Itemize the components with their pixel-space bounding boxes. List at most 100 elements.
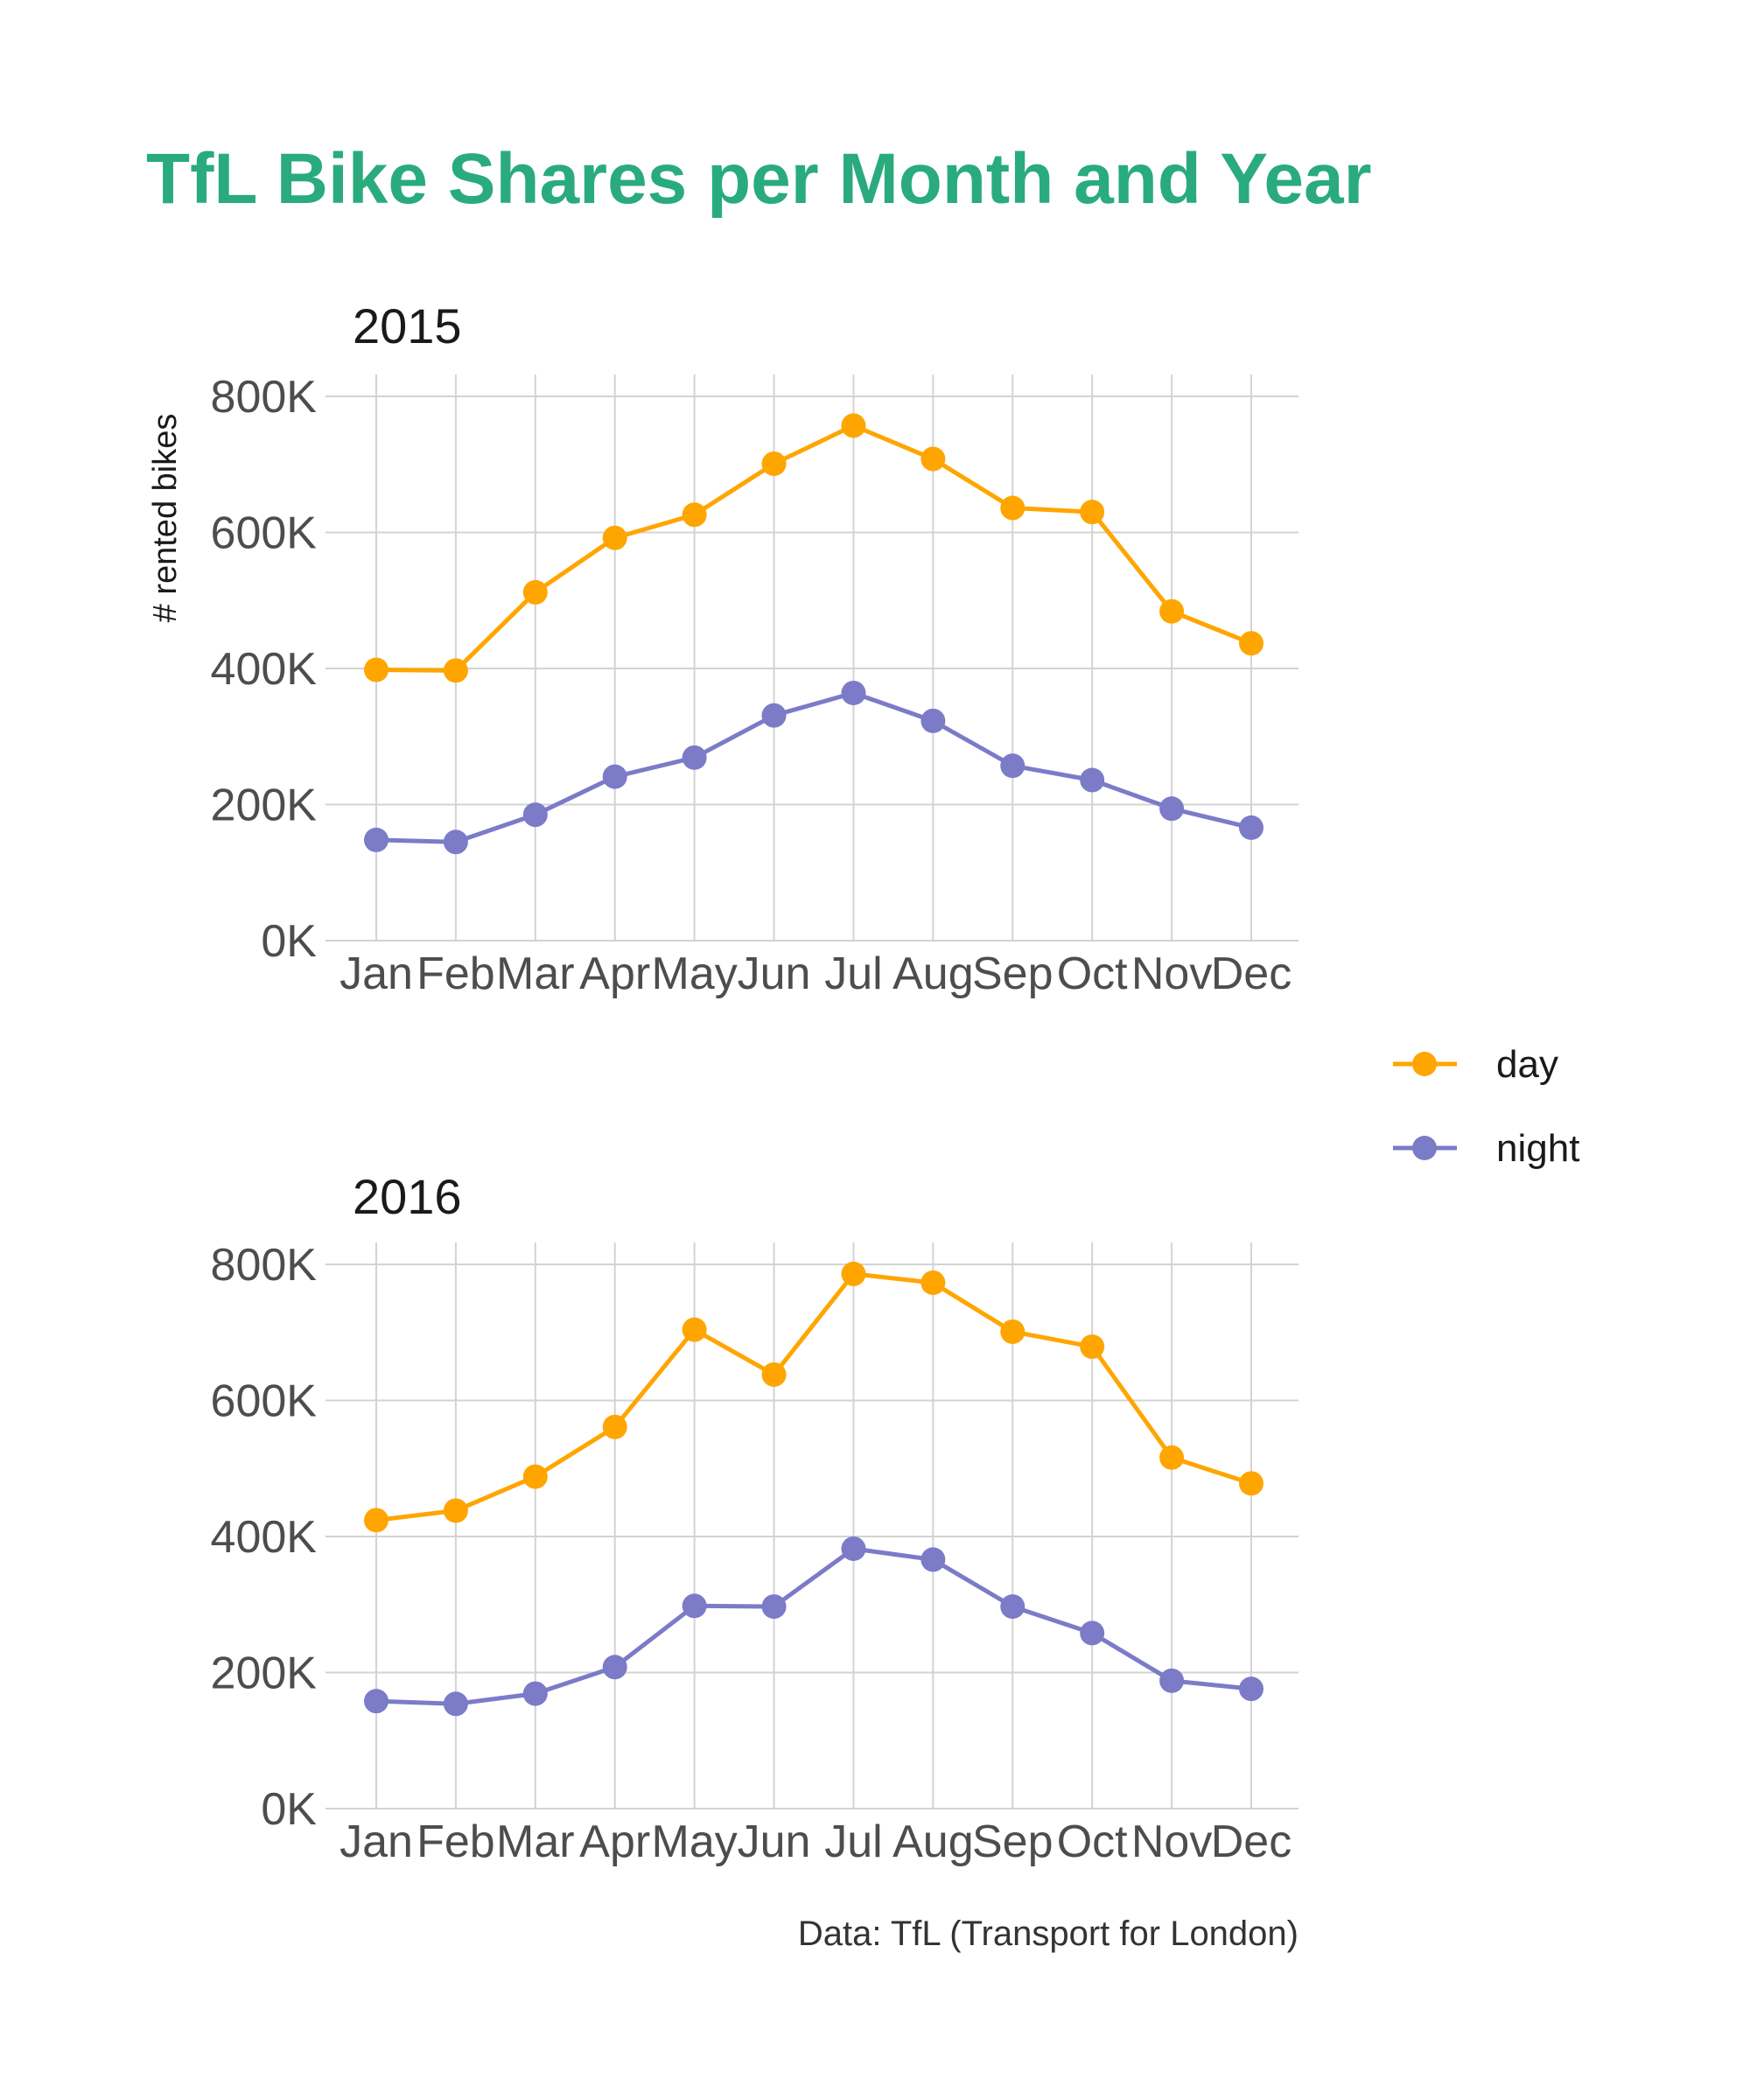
data-point-night [364,827,388,852]
data-point-night [920,708,946,733]
data-point-night [364,1689,388,1714]
legend-key-point [1412,1052,1437,1076]
data-point-night [1000,753,1026,779]
data-point-day [761,451,787,476]
x-tick-label: Mar [496,948,575,999]
data-point-night [920,1547,946,1572]
panel-2015: 2015 0K 200K 400K 600K 800K Jan Feb Mar Apr May Jun… [211,298,1298,999]
data-point-day [920,446,946,472]
data-point-night [1159,796,1185,822]
legend-label: day [1496,1043,1558,1086]
x-tick-label: Nov [1131,948,1212,999]
data-point-day [522,1464,548,1489]
y-tick-label: 600K [211,1376,318,1427]
chart-title: TfL Bike Shares per Month and Year [146,139,1372,219]
data-point-night [1080,1620,1105,1646]
x-tick-label: Aug [892,1816,974,1867]
data-point-day [364,1508,388,1533]
data-point-night [443,1691,468,1717]
x-tick-label: Dec [1211,948,1292,999]
panel-title: 2015 [353,298,462,354]
data-point-night [1080,767,1105,793]
legend-item-day: day [1393,1043,1558,1086]
panel-title: 2016 [353,1169,462,1224]
x-tick-label: Oct [1057,1816,1128,1867]
y-tick-label: 0K [261,1784,317,1835]
x-tick-label: Nov [1131,1816,1212,1867]
x-tick-label: Sep [972,1816,1054,1867]
series-line-day [375,1271,1252,1522]
x-tick-label: Apr [579,948,650,999]
x-tick-label: May [652,948,738,999]
y-tick-label: 400K [211,1512,318,1563]
x-tick-label: Aug [892,948,974,999]
y-tick-label: 800K [211,1240,318,1291]
data-point-day [1159,1445,1185,1470]
y-tick-label: 400K [211,644,318,695]
data-point-night [1239,1676,1264,1702]
data-point-day [1080,1334,1105,1360]
x-tick-label: Jan [340,948,413,999]
data-point-day [602,525,627,550]
chart-caption: Data: TfL (Transport for London) [798,1914,1298,1953]
x-tick-label: Jul [824,948,882,999]
x-tick-label: Dec [1211,1816,1292,1867]
series-line-night [375,690,1252,844]
data-point-night [522,1681,548,1706]
y-axis-label: # rented bikes [147,414,184,623]
series-line-day [375,423,1252,673]
data-point-day [364,657,388,682]
legend-key-point [1412,1136,1437,1160]
x-tick-label: Mar [496,1816,575,1867]
x-tick-label: Jun [738,1816,811,1867]
data-point-day [1080,500,1105,525]
y-tick-label: 200K [211,1648,318,1699]
data-point-night [1159,1668,1185,1693]
y-tick-label: 0K [261,916,317,967]
x-tick-label: Jun [738,948,811,999]
data-point-night [761,703,787,728]
data-point-day [443,658,468,683]
y-tick-label: 600K [211,508,318,559]
data-point-night [602,1655,627,1680]
data-point-night [761,1594,787,1620]
x-tick-label: Apr [579,1816,650,1867]
data-point-night [443,830,468,855]
data-point-night [841,1536,866,1561]
data-point-day [761,1362,787,1387]
legend-label: night [1496,1127,1579,1170]
data-point-day [1239,631,1264,656]
x-tick-label: Sep [972,948,1054,999]
legend: day night [1393,1043,1579,1170]
x-tick-label: May [652,1816,738,1867]
data-point-day [841,413,866,438]
data-point-day [602,1414,627,1439]
data-point-night [522,802,548,828]
data-point-day [443,1498,468,1523]
data-point-day [841,1261,866,1286]
data-point-night [841,680,866,705]
data-point-night [602,764,627,789]
data-point-day [1159,598,1185,624]
data-point-night [1000,1594,1026,1620]
data-point-night [682,1593,707,1619]
data-point-day [682,502,707,528]
data-point-day [1000,1319,1026,1344]
y-tick-label: 800K [211,372,318,423]
data-point-night [1239,815,1264,840]
panel-2016: 2016 0K 200K 400K 600K 800K Jan Feb Mar Apr May Jun… [211,1169,1298,1867]
data-point-day [1239,1471,1264,1496]
x-tick-label: Feb [416,1816,495,1867]
x-tick-label: Jan [340,1816,413,1867]
legend-item-night: night [1393,1127,1579,1170]
series-line-night [375,1546,1252,1706]
x-tick-label: Feb [416,948,495,999]
data-point-night [682,745,707,770]
data-point-day [920,1270,946,1295]
data-point-day [1000,495,1026,521]
x-tick-label: Oct [1057,948,1128,999]
y-tick-label: 200K [211,780,318,831]
x-tick-label: Jul [824,1816,882,1867]
